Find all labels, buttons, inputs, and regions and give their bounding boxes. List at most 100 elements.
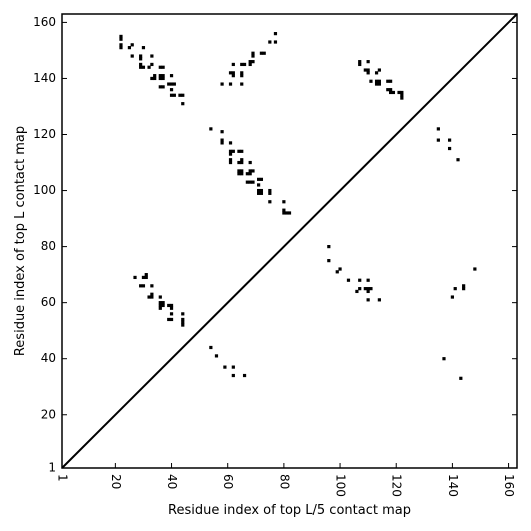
x-tick-label: 20 [109, 474, 123, 489]
contact-point [240, 169, 244, 173]
contact-point [150, 295, 154, 299]
x-tick-label: 80 [277, 474, 291, 489]
y-tick-label: 160 [33, 15, 56, 29]
contact-point [220, 138, 224, 142]
y-axis-label: Residue index of top L contact map [13, 126, 28, 356]
contact-point [220, 141, 224, 145]
contact-point [169, 93, 174, 97]
contact-point [374, 79, 379, 83]
contact-point [181, 323, 185, 327]
contact-point [374, 82, 379, 86]
contact-point [259, 51, 264, 55]
contact-point [158, 295, 162, 299]
contact-point [144, 275, 148, 280]
diagonal-line [61, 13, 518, 469]
contact-point [161, 76, 165, 81]
contact-point [228, 82, 233, 86]
contact-point [273, 32, 278, 36]
contact-point [456, 158, 460, 162]
contact-point [400, 96, 404, 100]
contact-point [358, 60, 362, 64]
contact-point [377, 298, 381, 302]
contact-point [257, 188, 261, 193]
contact-point [150, 292, 154, 296]
contact-point [282, 200, 286, 204]
contact-point [169, 74, 174, 78]
contact-point [220, 82, 224, 86]
contact-point [366, 71, 370, 75]
contact-point [169, 317, 174, 322]
contact-point [462, 287, 466, 291]
contact-point [119, 37, 123, 41]
contact-point [119, 34, 123, 39]
contact-point [338, 267, 342, 271]
contact-point [228, 152, 233, 156]
contact-point [161, 303, 165, 308]
contact-point [369, 79, 373, 83]
contact-point [167, 82, 171, 86]
contact-point [158, 306, 162, 310]
contact-point [169, 312, 174, 316]
contact-point [172, 93, 176, 97]
contact-point [169, 82, 174, 86]
contact-point [389, 79, 393, 83]
x-tick-label: 1 [56, 474, 70, 482]
contact-point [327, 245, 331, 249]
contact-point [327, 259, 331, 263]
contact-point [259, 188, 264, 193]
contact-point [139, 54, 143, 58]
contact-point [447, 146, 452, 151]
contact-point [346, 278, 351, 282]
contact-point [242, 62, 247, 67]
contact-point [237, 149, 241, 153]
contact-point [181, 320, 185, 324]
contact-point [442, 357, 446, 361]
contact-point [150, 62, 154, 67]
contact-point [240, 158, 244, 162]
contact-point [119, 46, 123, 50]
contact-point [397, 90, 401, 95]
contact-point [251, 54, 255, 58]
contact-point [150, 76, 154, 81]
contact-point [181, 317, 185, 322]
contact-point [228, 160, 233, 165]
contact-point [169, 306, 174, 310]
contact-point [178, 93, 182, 97]
x-tick-label: 120 [390, 474, 404, 497]
contact-point [158, 76, 162, 81]
contact-point [453, 287, 457, 291]
contact-point [386, 88, 390, 92]
contact-point [158, 303, 162, 308]
contact-point [251, 51, 255, 55]
contact-point [228, 71, 233, 75]
contact-point [220, 130, 224, 134]
y-tick-label: 80 [41, 239, 56, 253]
contact-point [273, 40, 278, 44]
contact-point [389, 88, 393, 92]
y-tick-label: 1 [48, 461, 56, 475]
contact-point [119, 43, 123, 47]
contact-point [268, 191, 272, 195]
contact-point [447, 138, 452, 142]
x-tick-label: 100 [334, 474, 348, 497]
contact-point [231, 74, 235, 78]
contact-point [374, 71, 379, 75]
contact-point [172, 82, 176, 86]
contact-point [141, 275, 146, 280]
contact-point [473, 267, 477, 271]
contact-point [150, 284, 154, 288]
contact-point [161, 85, 165, 89]
contact-point [268, 200, 272, 204]
contact-point [158, 85, 162, 89]
contact-point [285, 211, 289, 215]
contact-point [237, 169, 241, 173]
contact-point [366, 68, 370, 72]
y-tick-label: 60 [41, 295, 56, 309]
contact-point [262, 51, 266, 55]
contact-point [153, 76, 157, 81]
contact-point [237, 160, 241, 165]
contact-point [282, 208, 286, 212]
y-tick-label: 120 [33, 127, 56, 141]
contact-point [161, 65, 165, 69]
contact-point [251, 169, 255, 173]
